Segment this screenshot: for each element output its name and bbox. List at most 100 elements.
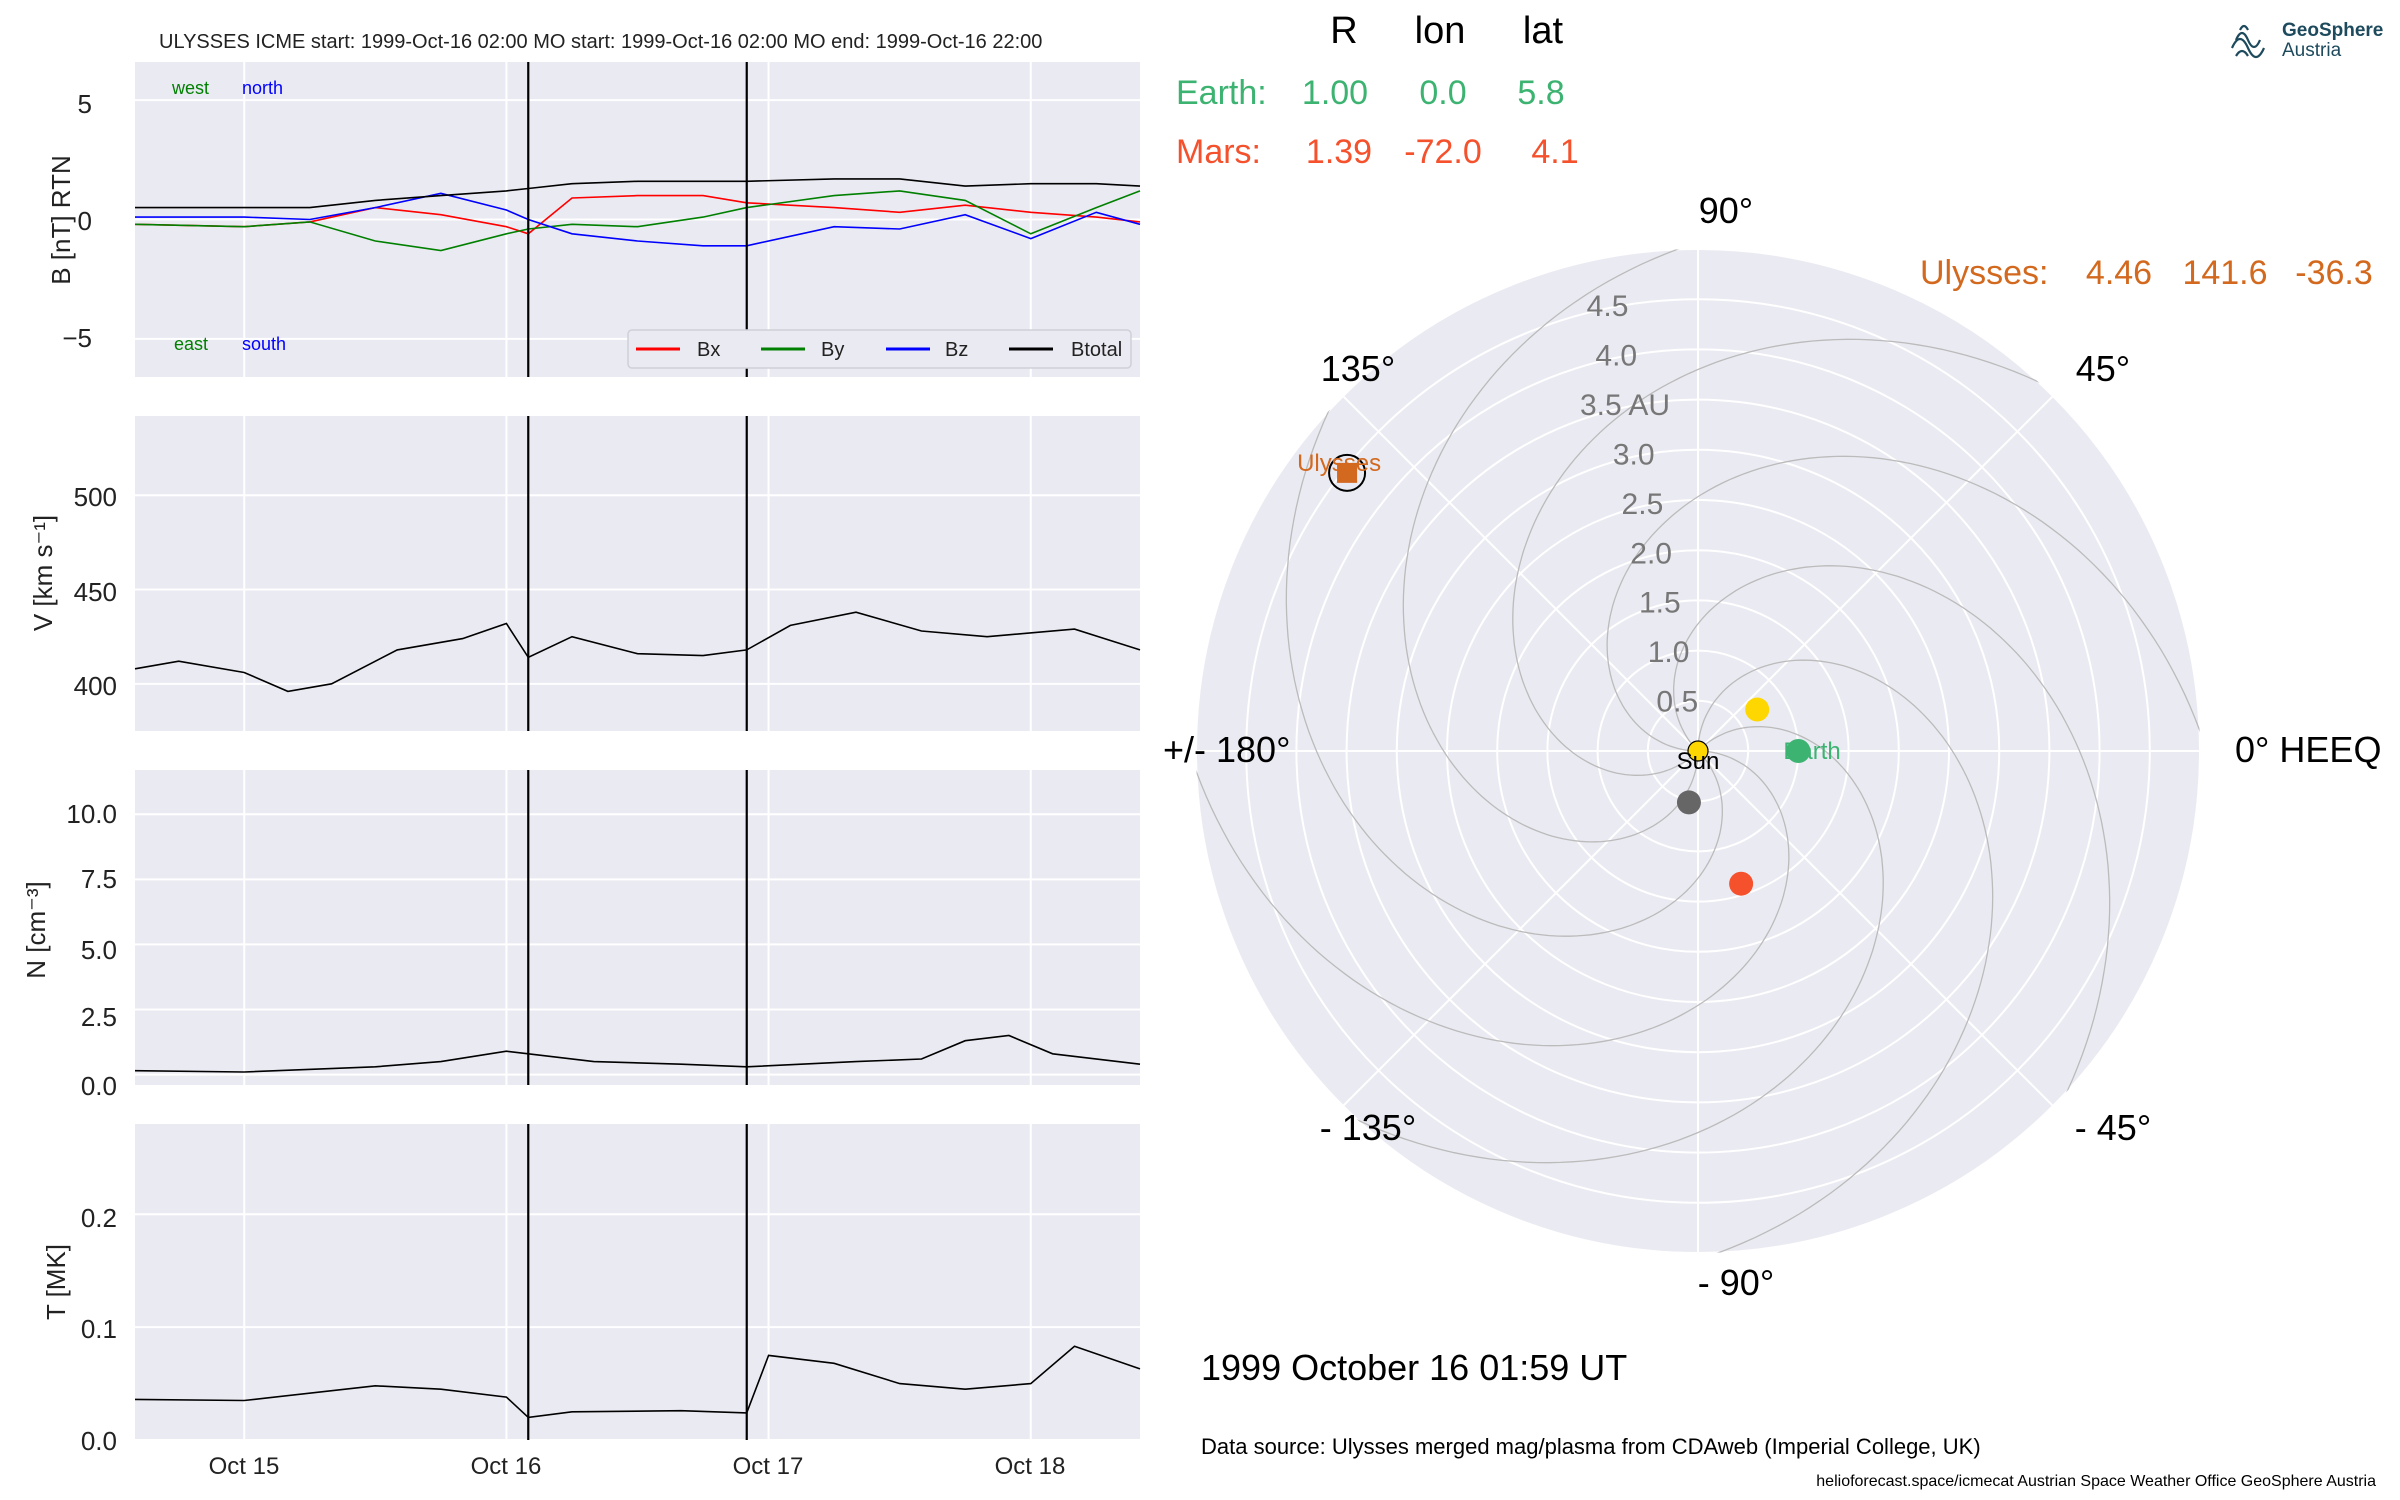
- b-ytick-label: −5: [62, 323, 92, 353]
- parker-spiral: [1196, 568, 1790, 1047]
- legend-label-bz: Bz: [945, 339, 968, 361]
- angle-label-135: 135°: [1321, 348, 1395, 389]
- n-ytick-label: 10.0: [66, 799, 117, 829]
- angle-label-minus45: - 45°: [2075, 1107, 2151, 1148]
- ulysses-marker: [1337, 462, 1358, 483]
- b-ytick-label: 0: [78, 206, 92, 236]
- angle-label-90: 90°: [1699, 190, 1753, 231]
- legend-label-bx: Bx: [697, 339, 720, 361]
- v-ytick-label: 450: [74, 577, 117, 607]
- parker-spiral: [1606, 455, 2200, 934]
- label-east: east: [174, 334, 208, 354]
- x-tick-label: Oct 17: [733, 1453, 804, 1480]
- series-line-bz: [135, 192, 1141, 247]
- geosphere-logo-icon: [2230, 24, 2266, 59]
- t-panel-event-lines: [527, 1124, 748, 1440]
- v-panel-grid: [135, 416, 1140, 731]
- parker-spiral: [1196, 726, 1884, 1164]
- earth-label: Earth: [1783, 738, 1840, 765]
- v-ylabel: V [km s⁻¹]: [28, 515, 58, 631]
- t-panel-background: [135, 1124, 1140, 1440]
- polar-spoke: [1697, 750, 2054, 1107]
- angle-label-minus90: - 90°: [1698, 1262, 1774, 1303]
- v-panel: 500 450 400 V [km s⁻¹]: [28, 416, 1141, 731]
- polar-objects: Earth Sun Ulysses: [1297, 450, 1841, 896]
- t-ytick-label: 0.2: [81, 1203, 117, 1233]
- radial-label: 1.5: [1639, 587, 1681, 620]
- n-panel-event-lines: [527, 770, 748, 1085]
- t-panel: 0.2 0.1 0.0 T [MK] Oct 15 Oct 16 Oct 17 …: [41, 1124, 1141, 1480]
- header-r: R: [1330, 10, 1357, 52]
- angle-label-minus135: - 135°: [1320, 1107, 1416, 1148]
- ulysses-row-r: 4.46: [2086, 254, 2152, 292]
- label-west: west: [171, 78, 209, 98]
- b-panel-series: [134, 178, 1141, 252]
- date-label: 1999 October 16 01:59 UT: [1201, 1347, 1627, 1388]
- v-panel-event-lines: [527, 416, 748, 731]
- series-line-btotal: [135, 178, 1141, 209]
- mars-row-name: Mars:: [1176, 133, 1261, 171]
- n-ytick-label: 0.0: [81, 1071, 117, 1101]
- sun-label: Sun: [1677, 748, 1720, 775]
- t-ylabel: T [MK]: [41, 1244, 71, 1320]
- label-south: south: [242, 334, 286, 354]
- polar-radial-labels: 0.5 1.0 1.5 2.0 2.5 3.0 3.5 AU 4.0 4.5: [1580, 290, 1698, 718]
- series-line-by: [134, 190, 1141, 252]
- earth-row-lon: 0.0: [1419, 74, 1466, 112]
- data-source-label: Data source: Ulysses merged mag/plasma f…: [1201, 1434, 1981, 1459]
- ulysses-row-lon: 141.6: [2182, 254, 2267, 292]
- n-panel-series: [134, 1034, 1141, 1073]
- legend-label-btotal: Btotal: [1071, 339, 1122, 361]
- figure-title: ULYSSES ICME start: 1999-Oct-16 02:00 MO…: [159, 31, 1042, 53]
- parker-spiral: [1512, 338, 2200, 776]
- radial-label: 3.0: [1613, 438, 1655, 471]
- ulysses-label: Ulysses: [1297, 450, 1381, 477]
- polar-grid: [1195, 248, 2201, 1254]
- parker-spiral: [1515, 659, 1994, 1253]
- angle-label-180: +/- 180°: [1163, 729, 1290, 770]
- header-lon: lon: [1415, 10, 1466, 52]
- radial-label: 4.5: [1587, 290, 1629, 323]
- x-tick-label: Oct 16: [471, 1453, 542, 1480]
- earth-marker: [1786, 739, 1811, 763]
- n-ytick-label: 7.5: [81, 864, 117, 894]
- b-panel: 5 0 −5 B [nT] RTN west north east south …: [46, 62, 1141, 377]
- v-ytick-label: 400: [74, 671, 117, 701]
- series-line-n: [134, 1034, 1141, 1073]
- b-ytick-label: 5: [78, 89, 92, 119]
- angle-label-45: 45°: [2076, 348, 2130, 389]
- t-panel-series: [134, 1345, 1141, 1419]
- radial-label: 0.5: [1656, 686, 1698, 719]
- angle-label-0: 0° HEEQ: [2235, 729, 2381, 770]
- mars-marker: [1729, 871, 1754, 896]
- position-table: R lon lat Earth: 1.00 0.0 5.8 Mars: 1.39…: [1176, 10, 2373, 292]
- polar-plot: 0.5 1.0 1.5 2.0 2.5 3.0 3.5 AU 4.0 4.5 Earth Sun U…: [1163, 190, 2381, 1303]
- planet-marker-grey: [1676, 790, 1701, 815]
- t-ytick-label: 0.0: [81, 1426, 117, 1456]
- ulysses-row-name: Ulysses:: [1920, 254, 2048, 292]
- n-ylabel: N [cm⁻³]: [21, 881, 51, 979]
- n-panel-background: [135, 770, 1140, 1085]
- series-line-t: [134, 1345, 1141, 1419]
- earth-row-name: Earth:: [1176, 74, 1267, 112]
- logo-line1: GeoSphere: [2282, 20, 2383, 41]
- n-panel-grid: [135, 770, 1140, 1085]
- parker-spiral: [1402, 249, 1881, 843]
- polar-spoke: [1697, 395, 2054, 752]
- sun-marker: [1687, 740, 1709, 762]
- n-panel: 10.0 7.5 5.0 2.5 0.0 N [cm⁻³]: [21, 770, 1141, 1101]
- polar-spoke: [1342, 395, 1699, 752]
- planet-marker-yellow: [1745, 697, 1770, 722]
- label-north: north: [242, 78, 283, 98]
- footer-credits: helioforecast.space/icmecat Austrian Spa…: [1816, 1473, 2376, 1490]
- mars-row-lon: -72.0: [1404, 133, 1482, 171]
- ulysses-ring: [1328, 453, 1367, 492]
- earth-row-lat: 5.8: [1517, 74, 1564, 112]
- mars-row-r: 1.39: [1306, 133, 1372, 171]
- radial-label: 2.0: [1630, 537, 1672, 570]
- n-ytick-label: 2.5: [81, 1002, 117, 1032]
- logo-line2: Austria: [2282, 40, 2342, 61]
- t-ytick-label: 0.1: [81, 1314, 117, 1344]
- legend-box: [627, 329, 1132, 369]
